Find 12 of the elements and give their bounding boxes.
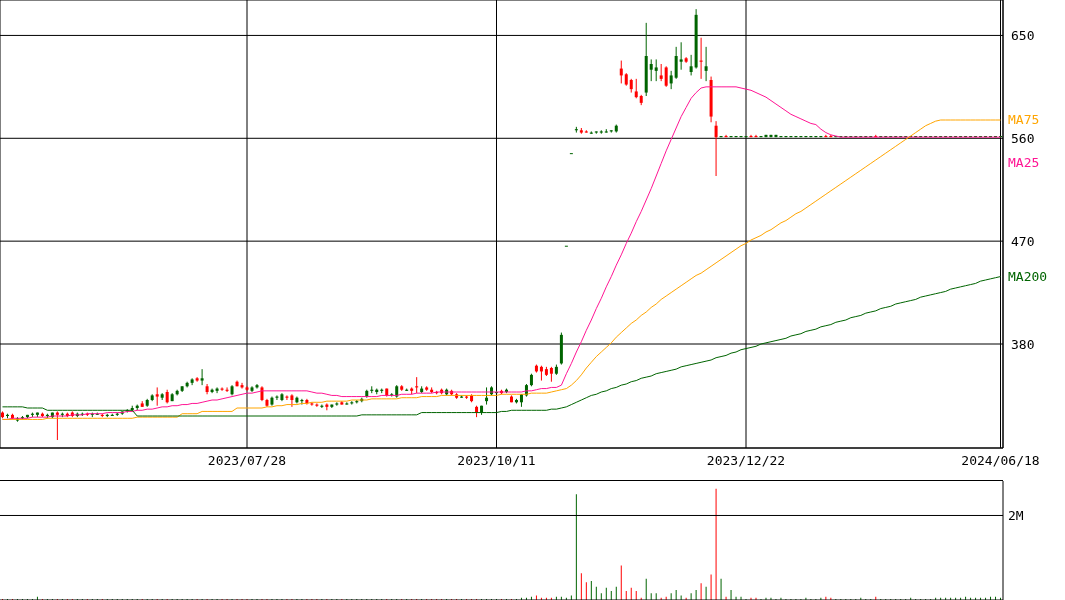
y-tick-label: 650: [1011, 28, 1035, 44]
x-tick-label: 2023/12/22: [706, 453, 786, 469]
y-tick-label: 470: [1011, 233, 1035, 249]
ref-line-label: 2M: [1008, 508, 1024, 524]
x-tick-label: 2023/07/28: [207, 453, 287, 469]
y-tick-label: 560: [1011, 130, 1035, 146]
series-label: MA200: [1008, 268, 1048, 284]
series-label: MA25: [1008, 155, 1040, 171]
y-tick-label: 380: [1011, 336, 1035, 352]
series-label: MA75: [1008, 112, 1040, 127]
x-tick-label: 2023/10/11: [457, 453, 536, 469]
x-tick-label: 2024/06/18: [961, 453, 1040, 469]
